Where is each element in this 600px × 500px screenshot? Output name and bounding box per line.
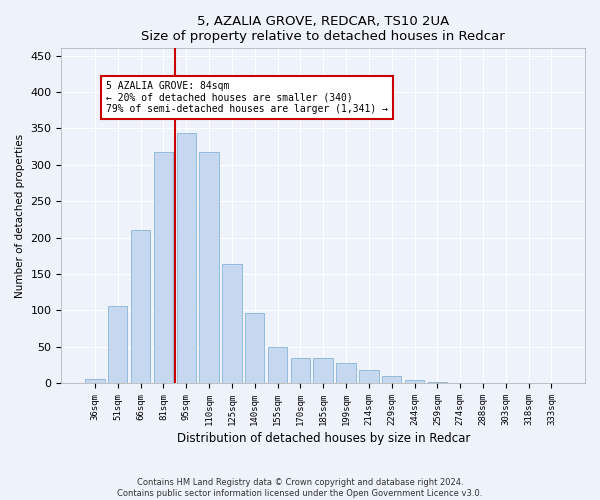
Bar <box>359 370 379 383</box>
Bar <box>131 230 150 383</box>
Bar <box>108 306 127 383</box>
Title: 5, AZALIA GROVE, REDCAR, TS10 2UA
Size of property relative to detached houses i: 5, AZALIA GROVE, REDCAR, TS10 2UA Size o… <box>142 15 505 43</box>
Y-axis label: Number of detached properties: Number of detached properties <box>15 134 25 298</box>
Bar <box>313 358 333 383</box>
Bar <box>154 152 173 383</box>
Text: Contains HM Land Registry data © Crown copyright and database right 2024.
Contai: Contains HM Land Registry data © Crown c… <box>118 478 482 498</box>
Bar <box>337 364 356 383</box>
Bar <box>222 264 242 383</box>
Bar <box>268 346 287 383</box>
Text: 5 AZALIA GROVE: 84sqm
← 20% of detached houses are smaller (340)
79% of semi-det: 5 AZALIA GROVE: 84sqm ← 20% of detached … <box>106 81 388 114</box>
Bar <box>245 313 265 383</box>
Bar <box>85 380 104 383</box>
Bar <box>405 380 424 383</box>
Bar <box>428 382 447 383</box>
Bar <box>176 132 196 383</box>
Bar <box>290 358 310 383</box>
Bar <box>199 152 219 383</box>
Bar <box>382 376 401 383</box>
X-axis label: Distribution of detached houses by size in Redcar: Distribution of detached houses by size … <box>176 432 470 445</box>
